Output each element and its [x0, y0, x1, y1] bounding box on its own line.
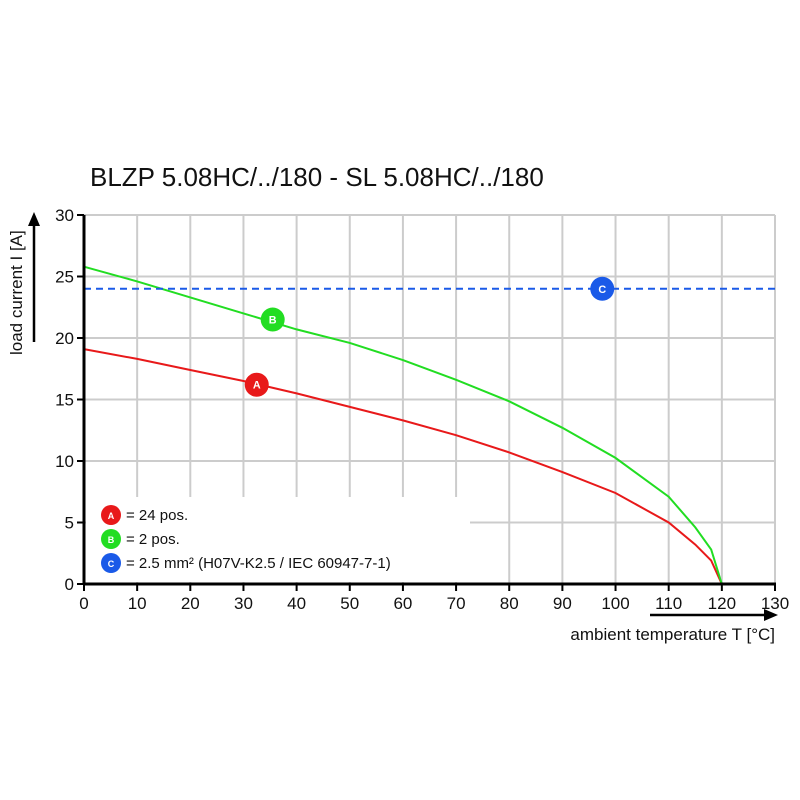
series-line-A	[83, 348, 723, 585]
marker-label: A	[253, 380, 261, 392]
chart-title: BLZP 5.08HC/../180 - SL 5.08HC/../180	[90, 162, 544, 192]
y-tick-label: 30	[55, 206, 74, 225]
legend-background	[86, 497, 470, 582]
y-axis-arrow-head	[28, 212, 40, 226]
marker-label: A	[108, 511, 115, 521]
x-tick-label: 100	[601, 594, 629, 613]
marker-C	[590, 276, 615, 301]
y-tick-label: 20	[55, 329, 74, 348]
y-tick-label: 10	[55, 452, 74, 471]
x-tick-label: 70	[447, 594, 466, 613]
y-tick-label: 0	[65, 575, 74, 594]
x-tick-label: 50	[340, 594, 359, 613]
axes: 0 10 20 30 40 50 60 70 80 90 100 110 120 130 0 5 10 15 20 2…	[28, 206, 789, 621]
x-tick-label: 120	[708, 594, 736, 613]
grid	[84, 214, 776, 584]
x-tick-label: 20	[181, 594, 200, 613]
series-line-B	[83, 265, 723, 585]
marker-A	[101, 505, 121, 525]
marker-label: C	[108, 559, 115, 569]
y-axis-label: load current I [A]	[7, 230, 26, 355]
x-tick-label: 60	[393, 594, 412, 613]
marker-B	[101, 529, 121, 549]
marker-label: C	[598, 284, 606, 296]
legend: A = 24 pos. B = 2 pos. C = 2.5 mm² (H07V-K2.5…	[101, 505, 391, 573]
legend-entry-text: = 2 pos.	[126, 531, 180, 548]
legend-entry-text: = 2.5 mm² (H07V-K2.5 / IEC 60947-7-1)	[126, 555, 391, 572]
x-axis-label: ambient temperature T [°C]	[570, 625, 775, 644]
x-tick-label: 40	[287, 594, 306, 613]
legend-entry-text: = 24 pos.	[126, 507, 188, 524]
x-tick-label: 80	[500, 594, 519, 613]
marker-label: B	[108, 535, 115, 545]
y-tick-label: 15	[55, 391, 74, 410]
x-axis-arrow-head	[764, 609, 778, 621]
x-tick-label: 90	[553, 594, 572, 613]
marker-C	[101, 553, 121, 573]
x-tick-label: 110	[655, 594, 682, 613]
curves: A B C	[83, 265, 775, 585]
marker-label: B	[269, 315, 277, 327]
marker-A	[244, 372, 269, 397]
x-tick-label: 130	[761, 594, 789, 613]
marker-B	[260, 307, 285, 332]
y-tick-label: 25	[55, 268, 74, 287]
x-tick-label: 0	[79, 594, 88, 613]
x-tick-label: 10	[128, 594, 147, 613]
x-tick-label: 30	[234, 594, 253, 613]
y-tick-label: 5	[65, 514, 74, 533]
